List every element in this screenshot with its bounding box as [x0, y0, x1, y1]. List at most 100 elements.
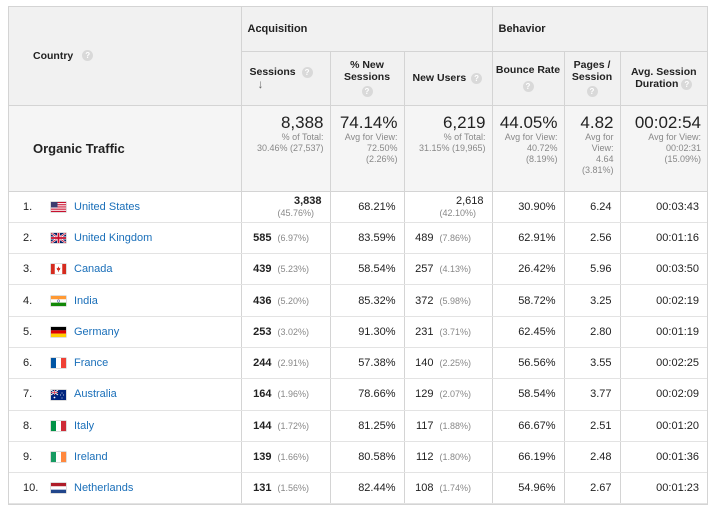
- summary-pages-note-1: Avg for: [585, 131, 614, 142]
- help-icon[interactable]: ?: [301, 66, 313, 78]
- avg-duration-label-line2: Duration: [635, 78, 679, 90]
- sessions-cell: 3,838(45.76%): [240, 191, 330, 223]
- bounce-rate-cell: 66.67%: [491, 410, 564, 442]
- country-cell: 9. Ireland: [9, 441, 241, 474]
- row-rank: 6.: [23, 357, 33, 370]
- row-rank: 4.: [23, 294, 33, 307]
- sessions-cell: 144 (1.72%): [240, 410, 330, 442]
- country-link[interactable]: Italy: [74, 419, 95, 432]
- country-link[interactable]: Ireland: [74, 451, 108, 464]
- country-header-label: Country: [33, 49, 74, 62]
- pct-new-sessions-column-header[interactable]: % New Sessions ?: [329, 51, 404, 106]
- table-row: 4. India 436 (5.20%) 85.32% 372 (5.98%) 58.72% 3…: [9, 284, 707, 317]
- table-row: 6. France 244 (2.91%) 57.38% 140 (2.25%) 56.56%…: [9, 347, 707, 380]
- bounce-rate-cell: 26.42%: [491, 253, 564, 286]
- bounce-rate-cell: 56.56%: [491, 347, 564, 380]
- country-link[interactable]: India: [74, 294, 98, 307]
- uk-flag-icon: [50, 232, 67, 244]
- summary-sessions-value: 8,388: [280, 112, 324, 132]
- summary-row: Organic Traffic 8,388 % of Total: 30.46%…: [9, 105, 707, 192]
- table-row: 2. United Kingdom 585 (6.97%) 83.59% 489 (7.86…: [9, 222, 707, 255]
- country-cell: 5. Germany: [9, 316, 241, 348]
- pct-new-sessions-label-line2: Sessions: [343, 71, 391, 83]
- summary-bounce-note-2: 40.72%: [526, 142, 558, 153]
- bounce-rate-column-header[interactable]: Bounce Rate ?: [491, 51, 564, 106]
- sessions-value: 3,838: [293, 194, 322, 207]
- us-flag-icon: [51, 201, 66, 212]
- country-link[interactable]: Canada: [74, 263, 113, 276]
- country-link[interactable]: Australia: [74, 388, 117, 401]
- table-row: 5. Germany 253 (3.02%) 91.30% 231 (3.71%) 62.45…: [9, 316, 707, 348]
- country-cell: 4. India: [9, 284, 241, 317]
- summary-new-users-cell: 6,219 % of Total: 31.15% (19,965): [403, 105, 492, 192]
- pct-new-sessions-cell: 85.32%: [329, 284, 404, 317]
- summary-bounce-note-3: (8.19%): [525, 153, 558, 164]
- new-users-value: 257: [415, 263, 434, 276]
- pages-session-cell: 6.24: [563, 191, 620, 223]
- country-link[interactable]: France: [74, 357, 109, 370]
- table-row: 1. United States 3,838(45.76%) 68.21% 2,618(…: [9, 191, 707, 223]
- summary-bounce-cell: 44.05% Avg for View: 40.72% (8.19%): [491, 105, 564, 192]
- avg-session-duration-column-header[interactable]: Avg. Session Duration ?: [619, 51, 707, 106]
- pages-session-cell: 2.56: [563, 222, 620, 255]
- pages-session-cell: 3.77: [563, 378, 620, 411]
- country-cell: 8. Italy: [9, 410, 241, 442]
- country-cell: 7. Australia: [9, 378, 241, 411]
- sessions-cell: 164 (1.96%): [240, 378, 330, 411]
- help-icon[interactable]: ?: [82, 50, 94, 62]
- help-icon[interactable]: ?: [471, 72, 483, 84]
- country-cell: 3. Canada: [9, 253, 241, 286]
- pages-session-column-header[interactable]: Pages / Session ?: [563, 51, 620, 106]
- sessions-cell: 244 (2.91%): [240, 347, 330, 380]
- pages-session-cell: 5.96: [563, 253, 620, 286]
- avg-duration-cell: 00:02:19: [619, 284, 707, 317]
- ie-flag-icon: [51, 452, 66, 463]
- avg-duration-cell: 00:01:23: [619, 472, 707, 505]
- sessions-value: 439: [253, 263, 272, 276]
- summary-duration-note-2: 00:02:31: [665, 142, 701, 153]
- help-icon[interactable]: ?: [586, 86, 598, 97]
- summary-duration-cell: 00:02:54 Avg for View: 00:02:31 (15.09%): [619, 105, 707, 192]
- table-row: 7. Australia 164 (1.96%) 78.66% 129 (2.07%) 58.…: [9, 378, 707, 411]
- sessions-value: 144: [253, 419, 272, 432]
- country-link[interactable]: Germany: [74, 325, 120, 338]
- sessions-cell: 585 (6.97%): [240, 222, 330, 255]
- summary-duration-value: 00:02:54: [634, 112, 701, 132]
- au-flag-icon: [50, 389, 66, 400]
- country-column-header[interactable]: Country ?: [9, 7, 241, 106]
- summary-new-users-note-2: 31.15% (19,965): [418, 142, 486, 153]
- help-icon[interactable]: ?: [361, 86, 373, 97]
- summary-new-users-note-1: % of Total:: [443, 131, 486, 142]
- pages-session-cell: 2.67: [563, 472, 620, 505]
- new-users-column-header[interactable]: New Users ?: [403, 51, 492, 106]
- new-users-header-label: New Users: [412, 72, 467, 84]
- row-rank: 7.: [23, 388, 33, 401]
- it-flag-icon: [51, 420, 66, 431]
- sort-descending-icon[interactable]: ↓: [257, 77, 264, 92]
- summary-pages-note-4: (3.81%): [581, 164, 614, 175]
- sessions-percent: (2.91%): [277, 358, 310, 369]
- pct-new-sessions-cell: 91.30%: [329, 316, 404, 348]
- country-link[interactable]: Netherlands: [74, 482, 134, 495]
- row-rank: 5.: [23, 325, 33, 338]
- country-link[interactable]: United Kingdom: [74, 231, 153, 244]
- new-users-cell: 231 (3.71%): [403, 316, 492, 348]
- pct-new-sessions-cell: 80.58%: [329, 441, 404, 474]
- pct-new-sessions-cell: 57.38%: [329, 347, 404, 380]
- row-rank: 1.: [23, 200, 33, 213]
- row-rank: 9.: [23, 451, 33, 464]
- pages-session-label-line1: Pages /: [573, 59, 611, 71]
- avg-duration-cell: 00:02:09: [619, 378, 707, 411]
- sessions-column-header[interactable]: Sessions ? ↓: [240, 51, 330, 106]
- nl-flag-icon: [51, 483, 66, 494]
- help-icon[interactable]: ?: [681, 78, 693, 90]
- new-users-percent: (2.07%): [439, 389, 472, 400]
- pct-new-sessions-cell: 83.59%: [329, 222, 404, 255]
- new-users-cell: 257 (4.13%): [403, 253, 492, 286]
- sessions-value: 253: [253, 325, 272, 338]
- help-icon[interactable]: ?: [522, 81, 534, 92]
- country-link[interactable]: United States: [74, 200, 141, 213]
- sessions-value: 436: [253, 294, 272, 307]
- pages-session-cell: 2.51: [563, 410, 620, 442]
- bounce-rate-cell: 30.90%: [491, 191, 564, 223]
